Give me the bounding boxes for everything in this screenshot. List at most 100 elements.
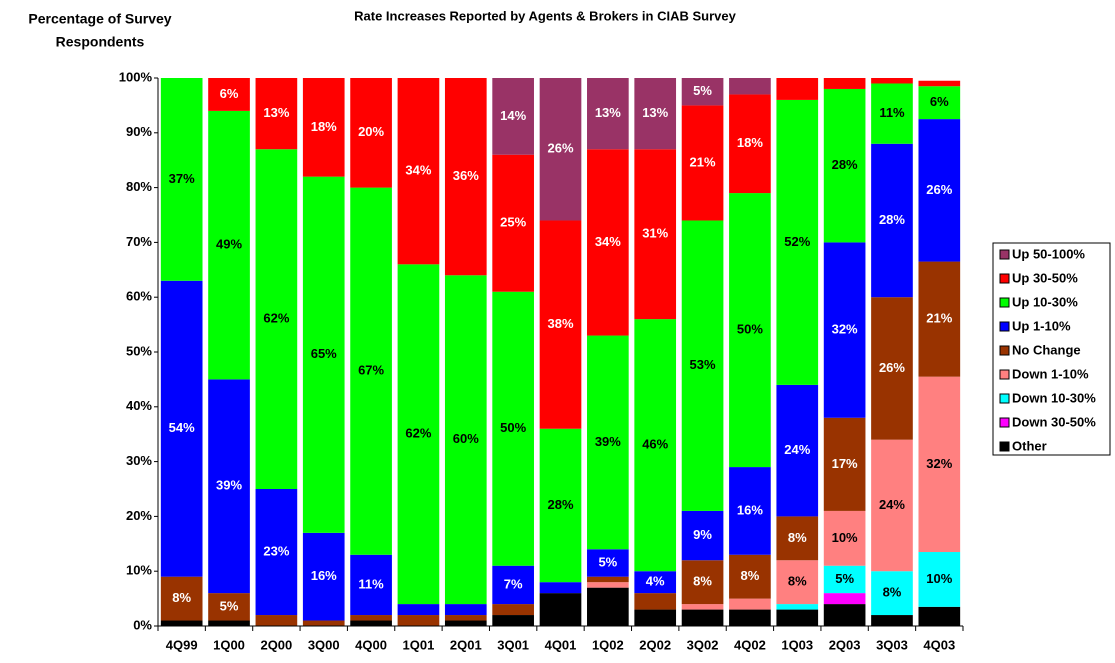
data-label: 62%: [263, 311, 289, 326]
x-tick-label: 2Q02: [639, 637, 671, 652]
bar-segment: [823, 88, 866, 243]
x-tick-label: 3Q03: [876, 637, 908, 652]
y-tick-label: 20%: [126, 508, 152, 523]
data-label: 54%: [169, 420, 195, 435]
legend-label: Down 10-30%: [1012, 390, 1096, 405]
bar-segment: [302, 78, 345, 177]
legend-label: Up 50-100%: [1012, 246, 1085, 261]
data-label: 34%: [595, 234, 621, 249]
bar-segment: [444, 78, 487, 276]
legend-label: Up 10-30%: [1012, 294, 1078, 309]
bar-segment: [587, 78, 629, 150]
data-label: 8%: [788, 574, 807, 589]
bar-segment: [255, 149, 298, 490]
data-label: 8%: [883, 585, 902, 600]
legend-box: [992, 242, 1111, 456]
bar-segment: [302, 532, 345, 621]
data-label: 65%: [311, 346, 337, 361]
bar-segment: [350, 187, 392, 555]
data-label: 32%: [926, 456, 952, 471]
bar-segment: [208, 379, 250, 594]
bar-segment: [871, 83, 913, 144]
bar-segment: [729, 193, 771, 468]
bar-segment: [492, 615, 534, 626]
bar-segment: [492, 565, 534, 605]
y-tick-label: 30%: [126, 453, 152, 468]
data-label: 28%: [879, 212, 905, 227]
data-label: 32%: [832, 322, 858, 337]
legend-label: Down 1-10%: [1012, 366, 1089, 381]
bar-segment: [918, 80, 961, 87]
data-label: 8%: [693, 574, 712, 589]
bar-segment: [160, 78, 203, 281]
bar-segment: [160, 576, 203, 621]
bar-segment: [776, 516, 819, 561]
bar-segment: [160, 280, 203, 577]
legend-swatch: [999, 321, 1010, 332]
x-tick-label: 1Q02: [592, 637, 624, 652]
x-tick-label: 1Q03: [781, 637, 813, 652]
bar-segment: [681, 609, 724, 626]
data-label: 60%: [453, 431, 479, 446]
bar-segment: [729, 554, 771, 599]
x-tick-label: 3Q01: [497, 637, 529, 652]
bar-segment: [918, 606, 961, 626]
bar-segment: [397, 615, 440, 626]
bar-segment: [634, 319, 677, 572]
bar-segment: [871, 571, 913, 616]
legend-swatch: [999, 369, 1010, 380]
x-tick-label: 3Q02: [687, 637, 719, 652]
bar-segment: [302, 176, 345, 533]
x-tick-label: 2Q00: [260, 637, 292, 652]
bar-segment: [444, 275, 487, 605]
bar-segment: [539, 593, 582, 626]
data-label: 9%: [693, 527, 712, 542]
data-label: 5%: [835, 571, 854, 586]
bar-segment: [255, 78, 298, 150]
data-label: 6%: [220, 86, 239, 101]
y-axis-title: Percentage of Survey: [28, 11, 171, 27]
bar-segment: [871, 439, 913, 572]
x-tick-label: 4Q00: [355, 637, 387, 652]
y-tick-label: 80%: [126, 179, 152, 194]
bar-segment: [397, 604, 440, 616]
bar-segment: [729, 78, 771, 95]
bar-segment: [444, 615, 487, 621]
y-tick-label: 90%: [126, 124, 152, 139]
bar-segment: [871, 78, 913, 84]
data-label: 36%: [453, 168, 479, 183]
bar-segment: [871, 297, 913, 440]
bar-segment: [208, 593, 250, 621]
legend-swatch: [999, 345, 1010, 356]
data-label: 10%: [926, 571, 952, 586]
bar-segment: [492, 291, 534, 566]
data-label: 16%: [737, 502, 763, 517]
data-label: 20%: [358, 124, 384, 139]
legend-swatch: [999, 417, 1010, 428]
legend-swatch: [999, 441, 1010, 452]
bar-segment: [634, 571, 677, 594]
data-label: 25%: [500, 215, 526, 230]
bar-segment: [823, 78, 866, 89]
data-label: 6%: [930, 94, 949, 109]
bar-segment: [776, 609, 819, 626]
data-label: 24%: [879, 497, 905, 512]
bar-segment: [681, 105, 724, 221]
legend-swatch: [999, 249, 1010, 260]
x-tick-label: 2Q01: [450, 637, 482, 652]
data-label: 52%: [784, 234, 810, 249]
data-label: 11%: [879, 105, 905, 120]
bar-segment: [634, 149, 677, 320]
y-axis-title: Respondents: [56, 34, 145, 50]
bar-segment: [587, 335, 629, 550]
data-label: 8%: [788, 530, 807, 545]
data-label: 18%: [737, 135, 763, 150]
bar-segment: [539, 428, 582, 583]
bar-segment: [350, 615, 392, 621]
data-label: 5%: [598, 554, 617, 569]
bar-segment: [823, 417, 866, 511]
bar-segment: [918, 119, 961, 262]
bar-segment: [160, 620, 203, 626]
bar-segment: [918, 86, 961, 120]
bar-segment: [539, 582, 582, 594]
